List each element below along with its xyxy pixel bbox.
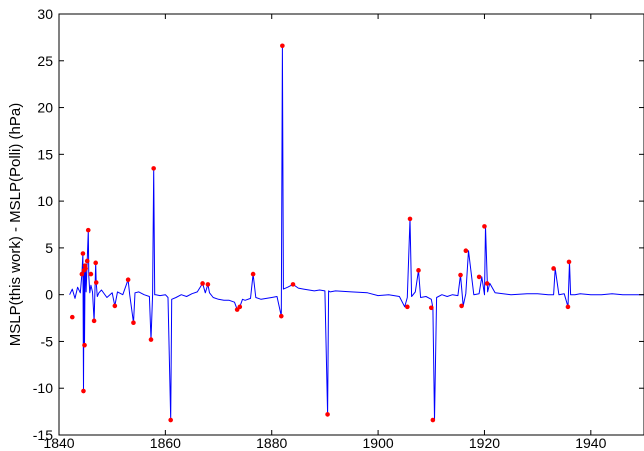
series-line <box>69 45 644 421</box>
x-tick-label: 1900 <box>363 435 394 451</box>
data-point-marker <box>112 303 118 309</box>
data-point-marker <box>325 412 330 417</box>
y-tick-label: 5 <box>45 240 53 256</box>
tick-layer: 1840 1860 1880 1900 1920 1940 -15 -10 -5 0 5 10 15 20… <box>33 6 644 451</box>
data-point-marker <box>463 248 469 253</box>
data-point-marker <box>205 282 211 287</box>
data-point-marker <box>551 266 556 271</box>
data-point-marker <box>458 272 463 278</box>
data-point-marker <box>482 224 487 229</box>
data-point-marker <box>459 303 464 309</box>
data-point-marker <box>416 268 421 273</box>
data-point-marker <box>88 271 94 277</box>
data-point-marker <box>82 342 87 348</box>
data-point-marker <box>125 277 131 282</box>
plot-frame <box>58 13 644 436</box>
data-point-marker <box>168 417 173 423</box>
data-point-marker <box>85 227 91 233</box>
data-point-marker <box>91 318 97 324</box>
data-point-marker <box>69 314 75 320</box>
data-point-marker <box>79 271 85 277</box>
data-point-marker <box>428 305 434 311</box>
series-layer <box>69 45 644 421</box>
data-point-marker <box>83 266 88 271</box>
x-tick-label: 1840 <box>43 435 74 451</box>
y-tick-label: 20 <box>37 100 53 116</box>
y-tick-label: -15 <box>33 427 53 443</box>
plot-area <box>69 43 644 423</box>
data-point-marker <box>84 258 90 264</box>
data-point-marker <box>237 304 243 310</box>
y-tick-label: 10 <box>37 193 53 209</box>
data-point-marker <box>407 216 413 222</box>
data-point-marker <box>81 388 86 394</box>
data-point-marker <box>566 259 572 265</box>
x-tick-label: 1860 <box>150 435 181 451</box>
y-tick-label: 15 <box>37 146 53 162</box>
data-point-marker <box>279 313 284 319</box>
marker-layer <box>69 43 572 423</box>
data-point-marker <box>250 271 256 277</box>
x-tick-label: 1940 <box>575 435 606 451</box>
data-point-marker <box>148 337 154 342</box>
data-point-marker <box>80 251 86 256</box>
y-tick-label: 0 <box>45 287 53 303</box>
data-point-marker <box>430 417 436 423</box>
data-point-marker <box>565 304 571 310</box>
data-point-marker <box>131 320 136 326</box>
data-point-marker <box>405 304 410 310</box>
data-point-marker <box>476 274 482 280</box>
y-tick-label: 25 <box>37 53 53 69</box>
data-point-marker <box>93 280 99 285</box>
y-tick-label: -10 <box>33 380 53 396</box>
x-tick-label: 1920 <box>469 435 500 451</box>
data-point-marker <box>200 281 205 286</box>
data-point-marker <box>280 43 285 49</box>
y-tick-label: -5 <box>41 333 54 349</box>
data-point-marker <box>484 281 490 286</box>
data-point-marker <box>151 166 156 171</box>
x-tick-label: 1880 <box>256 435 287 451</box>
data-point-marker <box>290 282 296 287</box>
data-point-marker <box>93 260 98 266</box>
y-axis-label: MSLP(this work) - MSLP(Polli) (hPa) <box>7 103 24 346</box>
y-tick-label: 30 <box>37 6 53 22</box>
